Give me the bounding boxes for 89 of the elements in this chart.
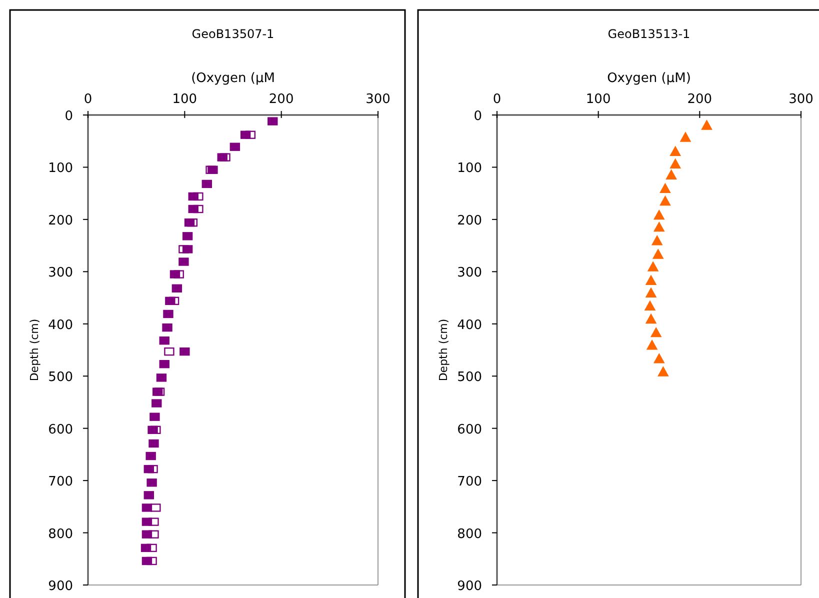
point — [140, 544, 152, 552]
point — [142, 530, 152, 538]
point — [184, 218, 195, 227]
point — [660, 183, 671, 194]
y-tick-label: 500 — [457, 370, 482, 386]
x-axis-title: (Oxygen (µM — [191, 71, 275, 86]
point — [178, 258, 189, 266]
y-tick-label: 500 — [48, 370, 73, 386]
point — [202, 180, 212, 188]
point — [658, 366, 669, 376]
point — [162, 323, 172, 332]
chart-title: GeoB13513-1 — [608, 27, 690, 41]
point — [142, 504, 152, 512]
y-tick-label: 600 — [48, 422, 73, 438]
point — [148, 426, 158, 434]
point — [654, 353, 665, 364]
x-axis-title: Oxygen (µM) — [607, 71, 691, 86]
x-tick-label: 200 — [687, 92, 712, 107]
y-tick-label: 900 — [457, 579, 482, 594]
point — [646, 314, 656, 324]
x-tick-label: 100 — [586, 92, 611, 107]
y-tick-label: 900 — [48, 579, 73, 594]
point — [670, 146, 681, 156]
point — [666, 170, 677, 180]
point — [180, 347, 190, 356]
point — [159, 336, 170, 345]
point — [146, 452, 156, 460]
point — [217, 153, 228, 162]
y-tick-label: 200 — [457, 213, 482, 228]
point — [650, 327, 662, 338]
point — [230, 142, 240, 151]
point — [188, 192, 198, 201]
point — [164, 347, 174, 356]
point — [152, 399, 162, 408]
y-tick-label: 300 — [48, 266, 73, 281]
point — [646, 288, 656, 298]
point — [648, 262, 658, 272]
y-tick-label: 600 — [457, 422, 482, 438]
point — [182, 245, 193, 254]
x-tick-label: 0 — [492, 92, 502, 107]
point — [159, 360, 170, 368]
y-tick-label: 700 — [48, 474, 73, 490]
y-tick-label: 100 — [48, 161, 73, 176]
y-tick-label: 300 — [457, 266, 482, 281]
x-tick-label: 300 — [788, 92, 814, 107]
y-axis-title: Depth (cm) — [28, 318, 41, 382]
x-tick-label: 300 — [366, 92, 390, 107]
y-tick-label: 400 — [48, 318, 73, 333]
point — [146, 478, 157, 487]
point — [150, 412, 160, 421]
y-tick-label: 200 — [48, 213, 73, 228]
point — [170, 270, 180, 278]
x-tick-label: 200 — [268, 92, 294, 107]
y-axis-title: Depth (cm) — [437, 318, 450, 382]
point — [646, 275, 656, 285]
y-tick-label: 800 — [48, 526, 73, 542]
y-tick-label: 700 — [457, 474, 482, 490]
point — [646, 340, 658, 350]
point — [172, 284, 182, 292]
point — [142, 518, 152, 526]
point — [654, 222, 665, 232]
point — [240, 130, 251, 139]
chart-title: GeoB13507-1 — [192, 27, 274, 41]
point — [670, 158, 681, 168]
point — [680, 132, 691, 142]
point — [644, 300, 656, 311]
point — [148, 439, 159, 448]
point — [701, 120, 712, 130]
point — [652, 235, 663, 246]
point — [268, 117, 278, 126]
point — [660, 196, 671, 206]
point — [188, 204, 198, 214]
y-tick-label: 800 — [457, 526, 482, 542]
y-tick-label: 400 — [457, 318, 482, 333]
point — [144, 491, 154, 500]
point — [165, 296, 176, 306]
point — [142, 556, 152, 566]
x-tick-label: 0 — [84, 92, 92, 107]
point — [150, 504, 161, 512]
point — [163, 310, 174, 318]
point — [654, 210, 665, 220]
point — [652, 249, 664, 259]
point — [144, 464, 154, 474]
y-tick-label: 100 — [457, 161, 482, 176]
x-tick-label: 100 — [172, 92, 198, 107]
point — [156, 374, 167, 382]
y-tick-label: 0 — [64, 109, 73, 124]
point — [182, 232, 193, 240]
y-tick-label: 0 — [474, 109, 482, 124]
